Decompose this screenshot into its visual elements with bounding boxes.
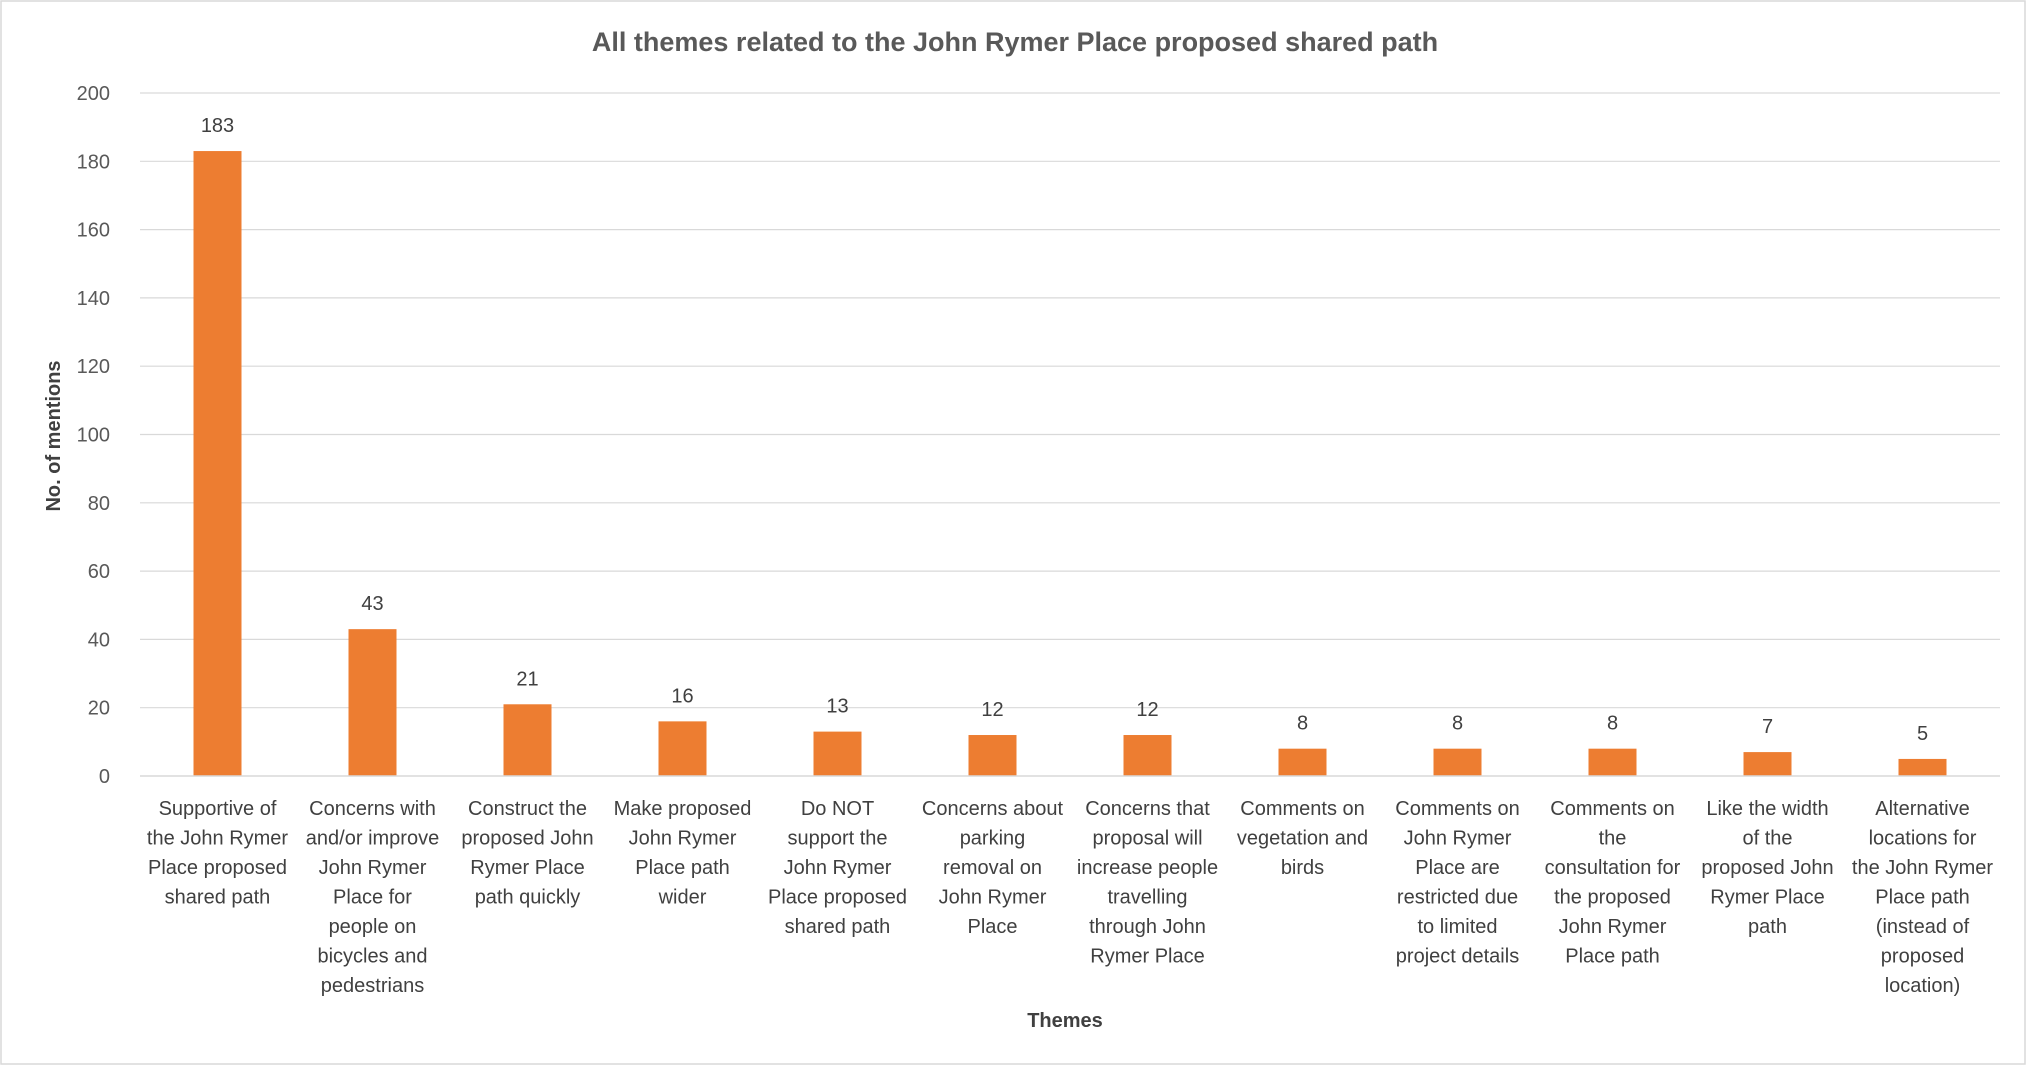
y-axis-title: No. of mentions: [43, 360, 65, 511]
data-label: 12: [1136, 699, 1158, 721]
category-label: Like the width of the proposed John Rymer P…: [1701, 798, 1833, 938]
data-label: 43: [361, 593, 383, 615]
data-label: 8: [1607, 713, 1618, 735]
bar: [1743, 752, 1792, 776]
category-label: Concerns about parking removal on John Ryme…: [922, 798, 1064, 938]
data-label: 13: [826, 696, 848, 718]
bar: [1588, 748, 1637, 776]
category-label: Make proposed John Rymer Place path wider: [614, 798, 752, 909]
bar: [1278, 748, 1327, 776]
bar: [1123, 735, 1172, 776]
bar: [503, 704, 552, 776]
y-tick-label: 200: [77, 83, 110, 105]
y-tick-label: 160: [77, 220, 110, 242]
y-tick-label: 140: [77, 288, 110, 310]
y-tick-label: 80: [88, 493, 110, 515]
category-label: Comments on the consultation for the propos…: [1545, 798, 1681, 968]
data-label: 16: [671, 685, 693, 707]
category-label: Construct the proposed John Rymer Place pat…: [461, 798, 593, 909]
y-tick-label: 60: [88, 561, 110, 583]
data-label: 8: [1297, 713, 1308, 735]
data-label: 21: [516, 668, 538, 690]
bar: [1898, 758, 1947, 776]
y-tick-label: 40: [88, 629, 110, 651]
data-label: 12: [981, 699, 1003, 721]
category-label: Supportive of the John Rymer Place propose…: [147, 798, 289, 909]
y-tick-label: 120: [77, 356, 110, 378]
category-label: Comments on John Rymer Place are restricted…: [1395, 798, 1520, 968]
category-label: Concerns that proposal will increase peopl…: [1077, 798, 1218, 968]
bar: [813, 731, 862, 776]
data-label: 8: [1452, 713, 1463, 735]
gridlines: [140, 92, 2000, 709]
data-labels: 183 43 21 16 13 12 12 8 8 8 7 5: [201, 115, 1928, 745]
y-tick-label: 20: [88, 698, 110, 720]
category-label: Concerns with and/or improve John Rymer Pla…: [306, 798, 439, 997]
category-label: Comments on vegetation and birds: [1237, 798, 1368, 879]
x-axis-title: Themes: [1027, 1010, 1103, 1032]
data-label: 7: [1762, 716, 1773, 738]
y-tick-label: 0: [99, 766, 110, 788]
y-tick-label: 180: [77, 151, 110, 173]
bar: [968, 735, 1017, 776]
data-label: 5: [1917, 723, 1928, 745]
y-axis-ticks: 0 20 40 60 80 100 120 140 160 180 200: [77, 83, 110, 788]
bar: [348, 629, 397, 776]
chart-title: All themes related to the John Rymer Pla…: [592, 27, 1438, 57]
bar: [193, 151, 242, 776]
category-label: Do NOT support the John Rymer Place propose…: [768, 798, 907, 938]
bars: [193, 151, 1947, 776]
bar: [1433, 748, 1482, 776]
bar: [658, 721, 707, 776]
category-labels: Supportive of the John Rymer Place propose…: [147, 798, 1994, 997]
y-tick-label: 100: [77, 425, 110, 447]
category-label: Alternative locations for the John Rymer Pl…: [1852, 798, 1994, 997]
data-label: 183: [201, 115, 234, 137]
